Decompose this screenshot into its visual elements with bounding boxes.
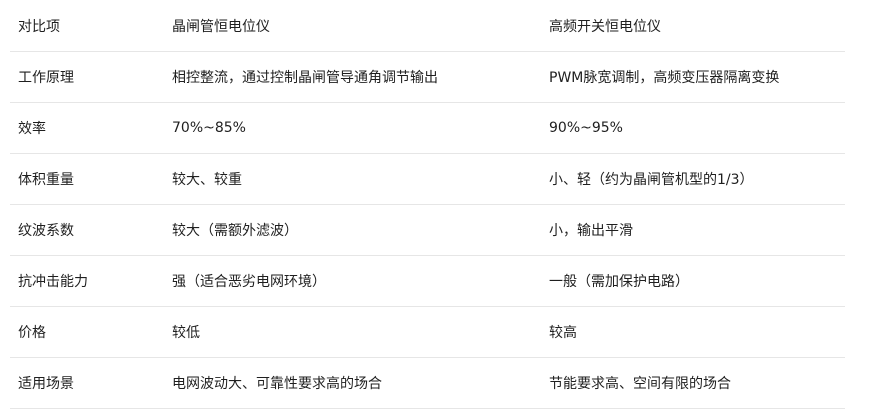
table-row: 纹波系数 较大（需额外滤波） 小，输出平滑 bbox=[10, 204, 845, 256]
table-cell: 适用场景 bbox=[10, 357, 164, 409]
table-row: 价格 较低 较高 bbox=[10, 306, 845, 358]
table-cell: 抗冲击能力 bbox=[10, 255, 164, 307]
table-row: 工作原理 相控整流，通过控制晶闸管导通角调节输出 PWM脉宽调制，高频变压器隔离… bbox=[10, 51, 845, 103]
comparison-table: 对比项 晶闸管恒电位仪 高频开关恒电位仪 工作原理 相控整流，通过控制晶闸管导通… bbox=[10, 0, 845, 409]
table-cell: 效率 bbox=[10, 102, 164, 154]
table-cell: 较大、较重 bbox=[164, 153, 541, 205]
table-cell: 一般（需加保护电路） bbox=[541, 255, 845, 307]
table-cell: 较低 bbox=[164, 306, 541, 358]
table-cell: 小，输出平滑 bbox=[541, 204, 845, 256]
header-cell: 晶闸管恒电位仪 bbox=[164, 0, 541, 52]
table-row: 适用场景 电网波动大、可靠性要求高的场合 节能要求高、空间有限的场合 bbox=[10, 357, 845, 409]
header-cell: 高频开关恒电位仪 bbox=[541, 0, 845, 52]
table-cell: 价格 bbox=[10, 306, 164, 358]
table-row: 抗冲击能力 强（适合恶劣电网环境） 一般（需加保护电路） bbox=[10, 255, 845, 307]
table-cell: 纹波系数 bbox=[10, 204, 164, 256]
table-cell: 体积重量 bbox=[10, 153, 164, 205]
table-cell: 70%~85% bbox=[164, 102, 541, 154]
table-cell: 小、轻（约为晶闸管机型的1/3） bbox=[541, 153, 845, 205]
table-header-row: 对比项 晶闸管恒电位仪 高频开关恒电位仪 bbox=[10, 0, 845, 52]
table-cell: 电网波动大、可靠性要求高的场合 bbox=[164, 357, 541, 409]
table-cell: 90%~95% bbox=[541, 102, 845, 154]
table-cell: 节能要求高、空间有限的场合 bbox=[541, 357, 845, 409]
table-row: 体积重量 较大、较重 小、轻（约为晶闸管机型的1/3） bbox=[10, 153, 845, 205]
table-cell: 较高 bbox=[541, 306, 845, 358]
header-cell: 对比项 bbox=[10, 0, 164, 52]
table-row: 效率 70%~85% 90%~95% bbox=[10, 102, 845, 154]
table-cell: 工作原理 bbox=[10, 51, 164, 103]
table-cell: 较大（需额外滤波） bbox=[164, 204, 541, 256]
table-cell: PWM脉宽调制，高频变压器隔离变换 bbox=[541, 51, 845, 103]
table-cell: 相控整流，通过控制晶闸管导通角调节输出 bbox=[164, 51, 541, 103]
table-cell: 强（适合恶劣电网环境） bbox=[164, 255, 541, 307]
